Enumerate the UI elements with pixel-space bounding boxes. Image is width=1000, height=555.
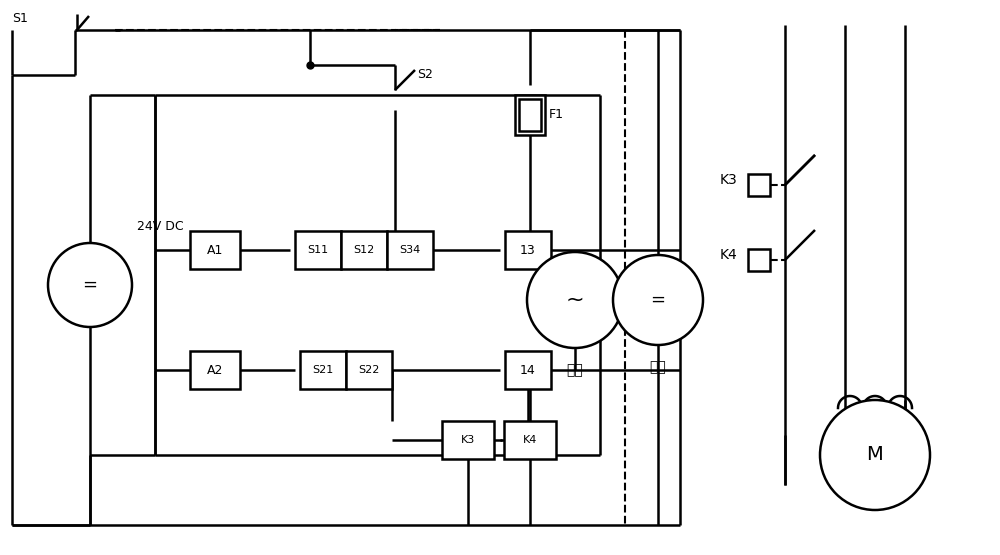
Bar [190,351,240,389]
Text: S21: S21 [312,365,334,375]
Circle shape [48,243,132,327]
Text: K3: K3 [461,435,475,445]
Text: M: M [867,446,883,465]
Text: S12: S12 [353,245,375,255]
Text: ~: ~ [566,290,584,310]
Bar [442,421,494,459]
Bar [519,99,541,131]
Bar [190,231,240,269]
Text: 直流: 直流 [650,360,666,374]
Text: 交流: 交流 [567,363,583,377]
Text: 14: 14 [520,364,536,376]
Bar [505,351,551,389]
Text: S2: S2 [417,68,433,82]
Circle shape [820,400,930,510]
Circle shape [527,252,623,348]
Text: K3: K3 [720,173,738,187]
Bar [515,95,545,135]
Bar [387,231,433,269]
Bar [341,231,387,269]
Bar [346,351,392,389]
Bar [748,174,770,196]
Text: A1: A1 [207,244,223,256]
Bar [505,231,551,269]
Text: K4: K4 [720,248,738,262]
Text: F1: F1 [549,108,564,122]
Text: S22: S22 [358,365,380,375]
Bar [504,421,556,459]
Text: 24V DC: 24V DC [137,220,184,233]
Text: A2: A2 [207,364,223,376]
Text: =: = [650,291,666,309]
Bar [748,249,770,271]
Text: =: = [82,276,98,294]
Text: S1: S1 [12,12,28,25]
Text: 13: 13 [520,244,536,256]
Text: S11: S11 [307,245,329,255]
Bar [295,231,341,269]
Text: S34: S34 [399,245,421,255]
Bar [300,351,346,389]
Circle shape [613,255,703,345]
Text: K4: K4 [523,435,537,445]
